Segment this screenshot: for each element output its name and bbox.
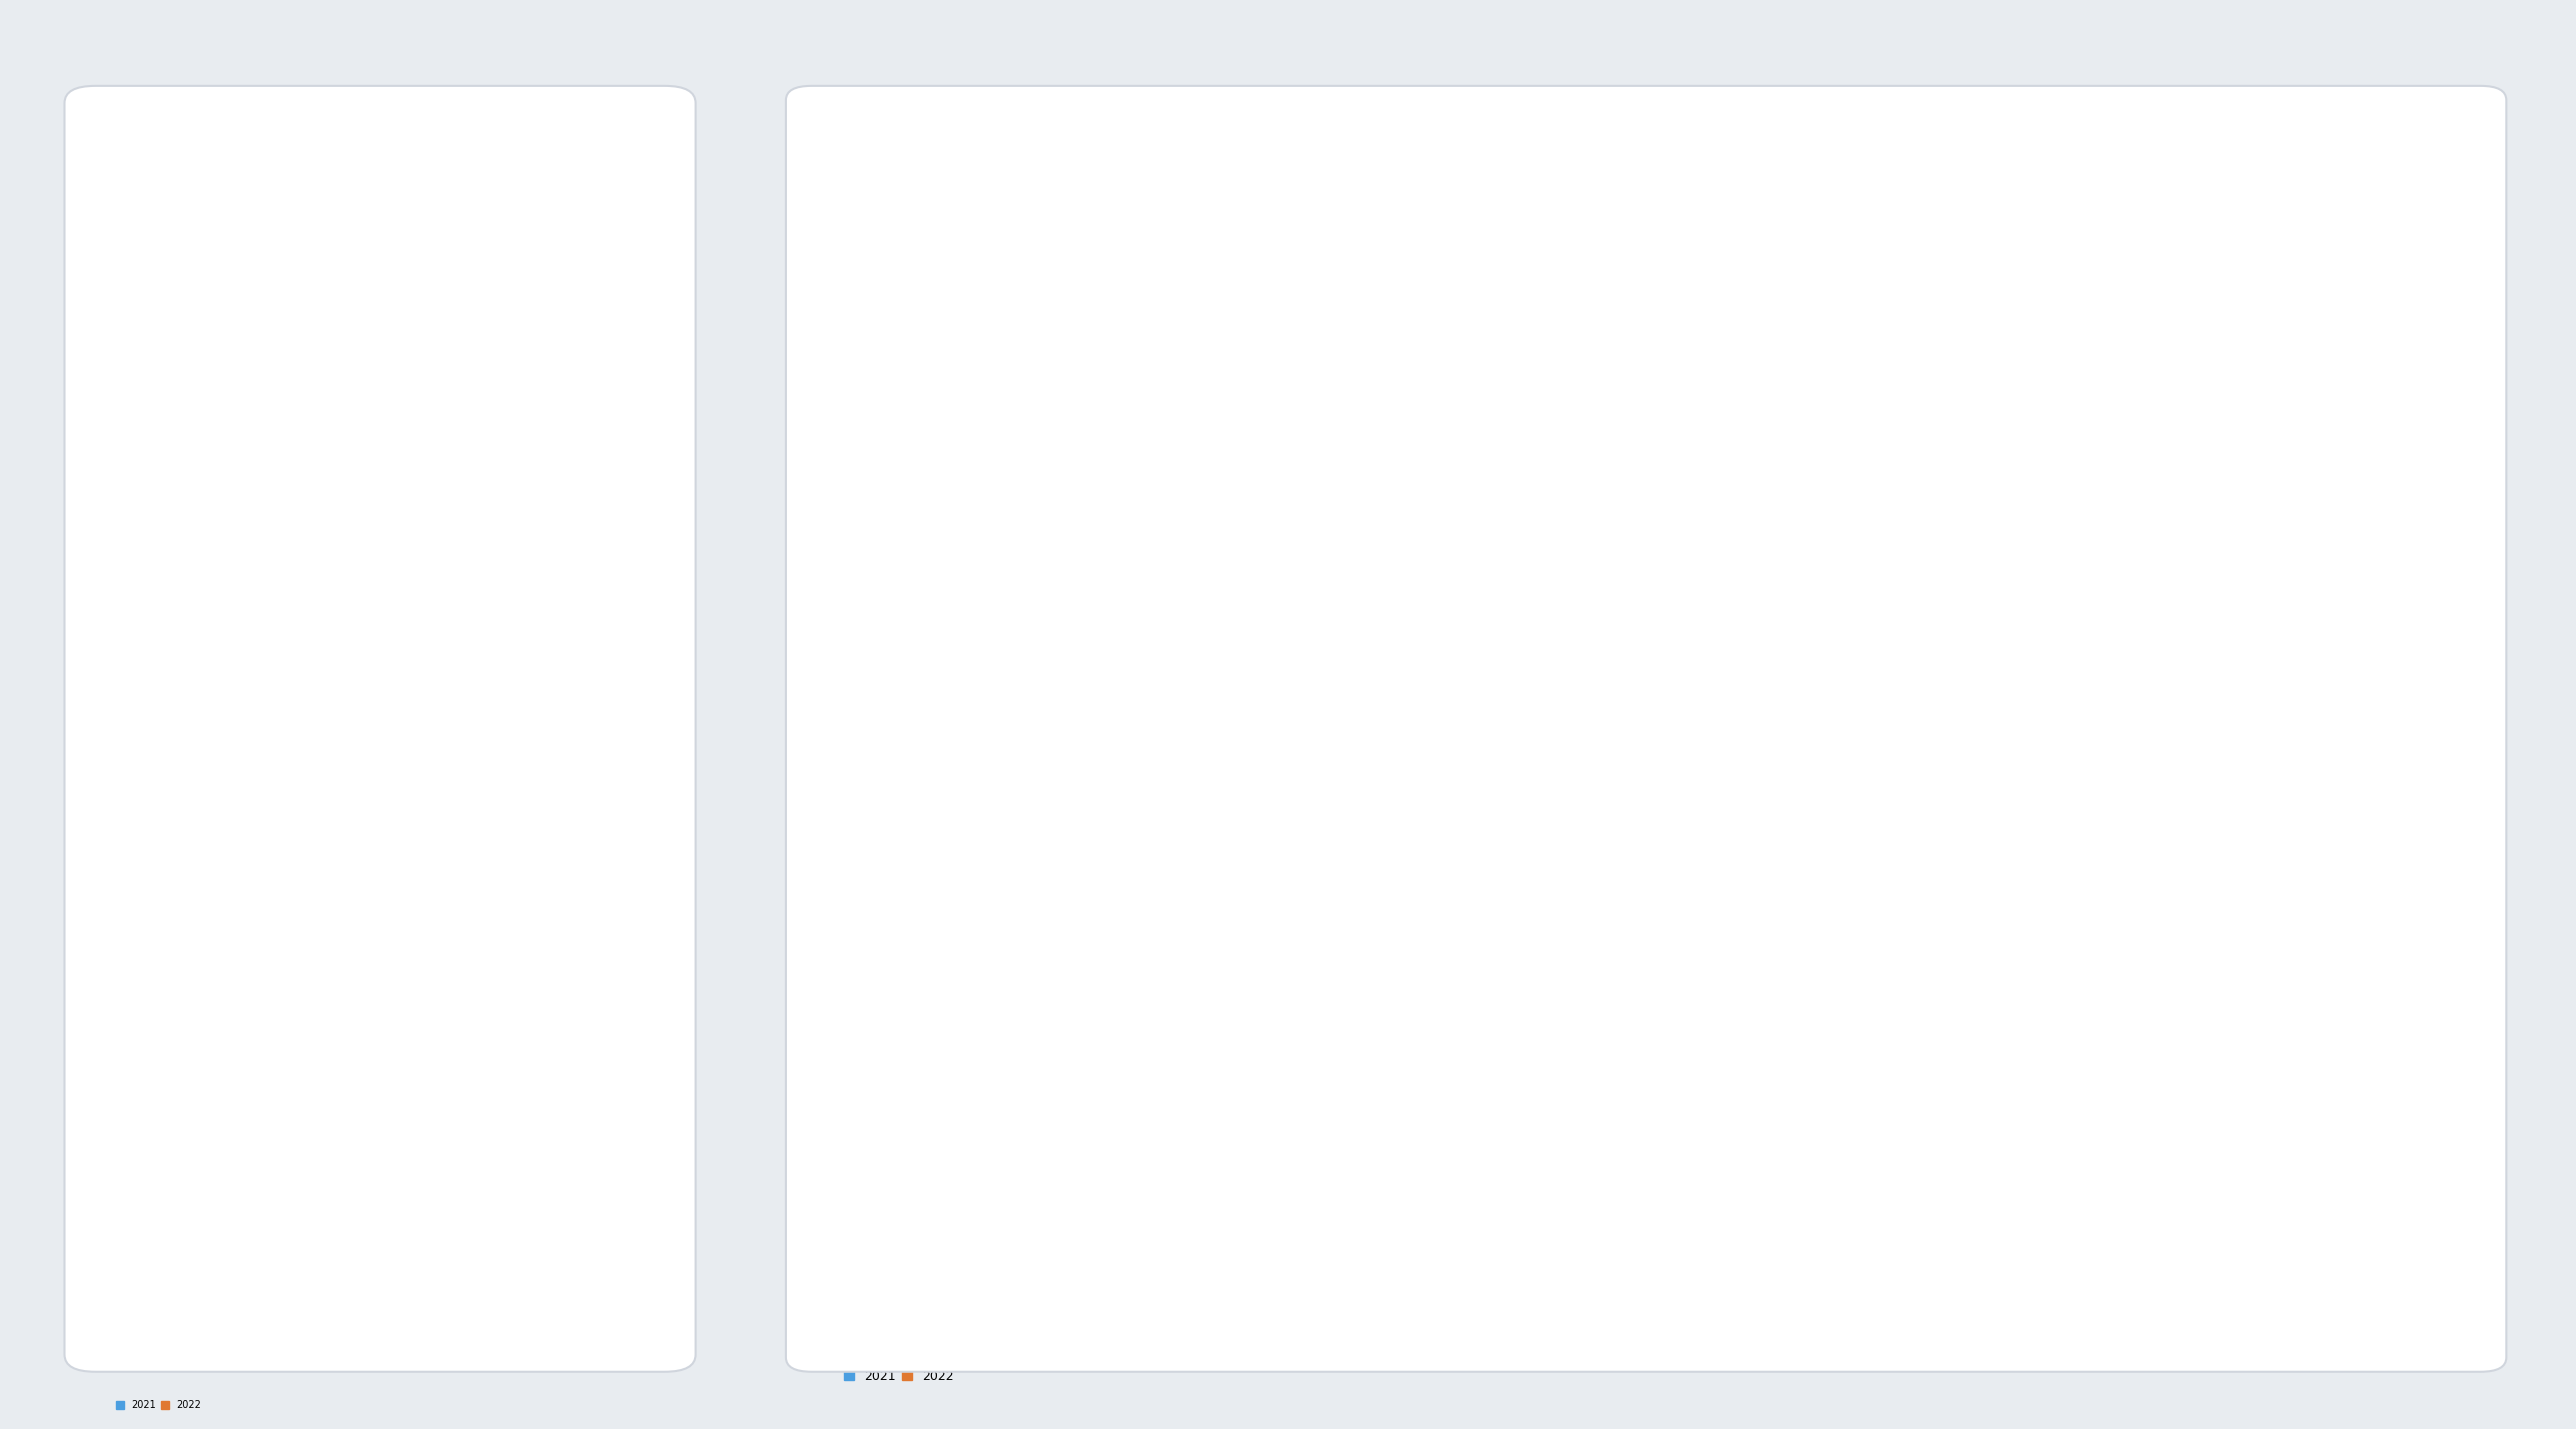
Bar (1716, 1112, 1765, 1236)
Bar (1981, 653, 2032, 1236)
Text: 2022: 2022 (837, 244, 866, 254)
Text: Total Revenue: Total Revenue (837, 217, 953, 231)
Bar (497, 756, 515, 1208)
Text: Today 2:30 PM EDT: Today 2:30 PM EDT (2357, 233, 2455, 243)
Text: 2021: 2021 (837, 310, 871, 324)
Text: 5,219: 5,219 (989, 336, 1028, 350)
Bar (2197, 895, 2246, 1236)
Bar (1265, 742, 1316, 1236)
Text: 4,639: 4,639 (569, 323, 600, 333)
Bar (435, 1095, 453, 1208)
Bar (616, 1146, 634, 1208)
Bar (1533, 785, 1582, 1236)
Text: Average: Average (976, 284, 1028, 299)
Legend: 2021, 2022: 2021, 2022 (116, 1400, 201, 1410)
X-axis label: Month: Month (371, 1226, 399, 1235)
Text: Total Revenue (USD): Total Revenue (USD) (837, 459, 943, 469)
Bar (453, 1089, 469, 1208)
Text: ●●●  ▾  ▬: ●●● ▾ ▬ (569, 131, 613, 140)
Text: ▲ 7%: ▲ 7% (474, 374, 502, 384)
Bar (363, 1043, 379, 1208)
Text: 2022: 2022 (95, 256, 121, 266)
Bar (255, 823, 273, 1208)
Bar (634, 1049, 649, 1208)
Bar (301, 716, 317, 1208)
Bar (137, 1112, 155, 1208)
Bar (1399, 603, 1450, 1236)
Text: 2022: 2022 (837, 336, 871, 350)
Bar (2063, 733, 2115, 1236)
Text: < Overview: < Overview (837, 164, 914, 177)
Bar (317, 817, 335, 1208)
Bar (165, 800, 183, 1208)
Text: 9:41: 9:41 (286, 129, 322, 143)
Bar (544, 863, 559, 1208)
Text: 4,639: 4,639 (989, 310, 1028, 324)
Text: ●●●  ▾  100%  ▬: ●●● ▾ 100% ▬ (2282, 129, 2367, 139)
Bar (482, 693, 497, 1208)
Bar (1847, 1083, 1899, 1236)
Bar (569, 942, 587, 1208)
Bar (587, 1060, 605, 1208)
Text: 9:41 Mon Jun 3: 9:41 Mon Jun 3 (837, 127, 930, 140)
Bar (1798, 1090, 1847, 1236)
Bar (1316, 660, 1368, 1236)
Bar (526, 817, 544, 1208)
Bar (2115, 792, 2164, 1236)
Text: Total Revenue (USD): Total Revenue (USD) (111, 602, 198, 612)
Bar (121, 1066, 137, 1208)
Text: Total Revenue: Total Revenue (95, 231, 196, 244)
Bar (273, 762, 289, 1208)
X-axis label: Month: Month (1633, 1255, 1664, 1265)
Bar (183, 1095, 201, 1208)
Text: Revenue: Revenue (345, 174, 415, 187)
Bar (407, 1112, 425, 1208)
Bar (1664, 886, 1716, 1236)
Bar (2380, 1032, 2432, 1236)
Bar (1051, 1090, 1100, 1236)
Text: Average: Average (559, 297, 600, 307)
Text: Revenue: Revenue (1610, 163, 1682, 179)
Text: 5,219: 5,219 (569, 350, 600, 360)
Text: < Overview: < Overview (90, 174, 162, 187)
Text: Filter: Filter (2421, 164, 2455, 177)
Bar (2246, 1047, 2298, 1236)
Legend: 2021, 2022: 2021, 2022 (842, 1370, 953, 1383)
Text: 2021: 2021 (204, 323, 232, 333)
Bar (1450, 733, 1499, 1236)
Bar (999, 712, 1051, 1236)
Bar (345, 857, 363, 1208)
Text: 2022: 2022 (204, 350, 232, 360)
Bar (1182, 559, 1234, 1236)
Bar (2329, 1156, 2380, 1236)
Text: ▲ 7%: ▲ 7% (907, 362, 938, 376)
Bar (1133, 763, 1182, 1236)
Bar (917, 1112, 969, 1236)
Bar (392, 936, 407, 1208)
Text: Today 2:30 PM EDT: Today 2:30 PM EDT (590, 244, 677, 253)
Bar (866, 1055, 917, 1236)
Bar (1582, 1025, 1633, 1236)
Bar (1929, 573, 1981, 1236)
Text: Filter: Filter (647, 174, 677, 187)
Bar (211, 840, 227, 1208)
Bar (227, 682, 245, 1208)
